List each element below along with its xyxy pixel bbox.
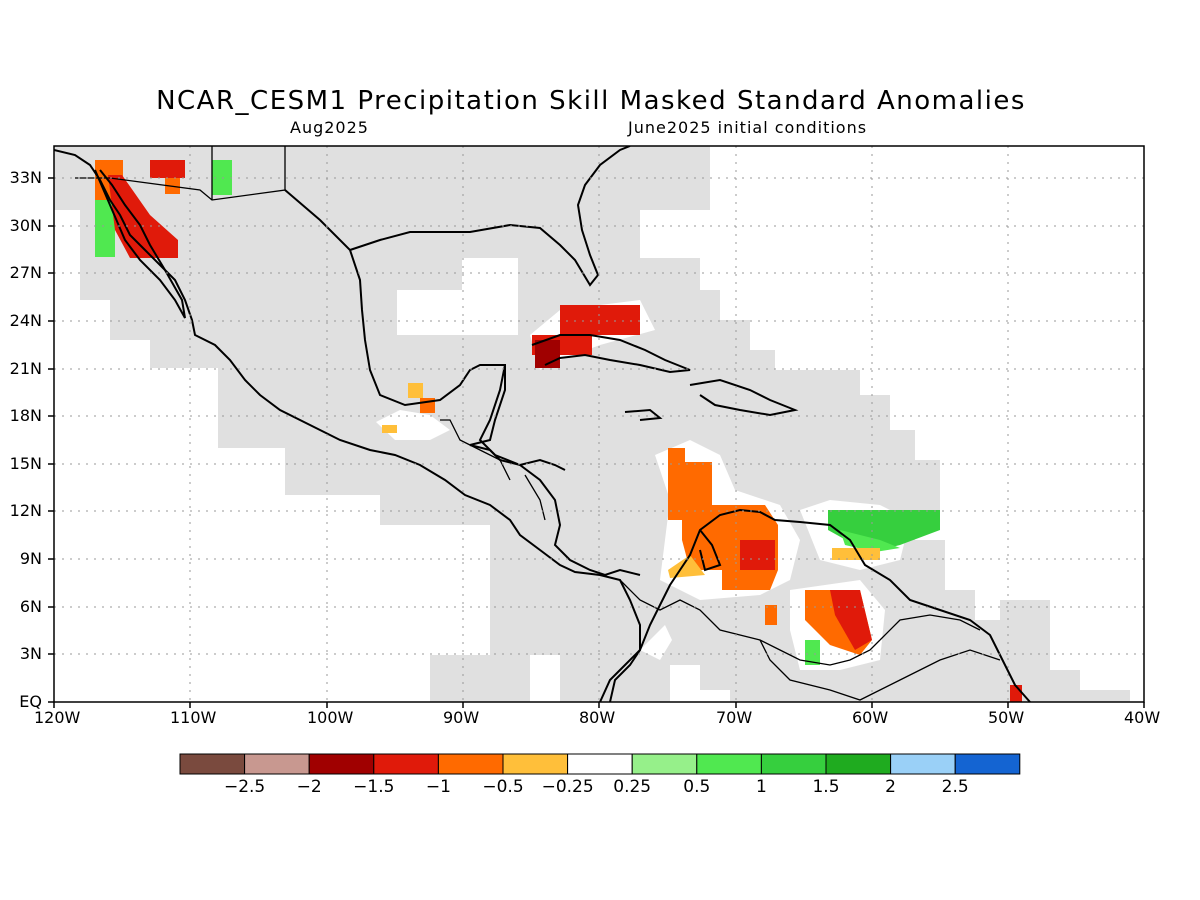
colorbar-label: −2.5 [223,777,266,797]
lat-label: 21N [9,359,42,378]
country-borders [75,146,1001,701]
lat-label: 15N [9,454,42,473]
lat-label: 33N [9,168,42,187]
colorbar [179,753,1021,775]
anomaly-az-red [150,160,185,178]
map-title: NCAR_CESM1 Precipitation Skill Masked St… [156,86,1026,116]
initial-conditions: June2025 initial conditions [628,118,868,137]
anomaly-baja-green [95,195,115,257]
lon-label: 40W [1124,708,1161,727]
lat-label: 18N [9,406,42,425]
lon-label: 110W [170,708,217,727]
anomaly-yuc-amber [382,425,397,433]
colorbar-swatch [890,753,956,775]
colorbar-swatch [567,753,633,775]
colorbar-label: 1.5 [812,777,840,797]
anomaly-vz-south [765,605,777,625]
coast-southamerica [599,508,1031,702]
anomaly-trinidad-amber [832,548,880,560]
lon-label: 100W [307,708,354,727]
colorbar-label: −0.5 [482,777,524,797]
colorbar-label: 1 [755,777,767,797]
colorbar-label: 2 [885,777,896,797]
lon-label: 50W [988,708,1025,727]
colorbar-swatch [179,753,246,775]
lat-label: 30N [9,216,42,235]
anomaly-yuc-orange [408,383,423,398]
colorbar-swatch [954,753,1021,775]
colorbar-swatch [696,753,762,775]
colorbar-swatch [502,753,569,775]
border-brazil [759,639,1001,701]
gridlines [54,146,1144,702]
coastlines [54,146,1031,702]
border-guyanas [879,614,981,641]
colorbar-label: 2.5 [941,777,969,797]
lat-label: 6N [19,597,42,616]
border-central-2 [524,474,546,521]
gulf-unmasked [397,258,518,335]
colorbar-swatch [373,753,439,775]
coast-central-america [478,364,641,577]
lat-label: 24N [9,311,42,330]
anomaly-shading [95,160,1022,702]
colorbar-label: −1.5 [353,777,395,797]
colorbar-swatch [244,753,310,775]
lat-label: 3N [19,644,42,663]
border-mexico-guatemala [440,419,471,446]
coast-lake-maracaibo [699,529,722,572]
lat-label: 27N [9,263,42,282]
colorbar-swatch [437,753,504,775]
colorbar-label: −0.25 [541,777,594,797]
coast-cuba [531,334,691,374]
coast-baja [94,169,186,319]
coast-jamaica [624,408,663,421]
colorbar-label: 0.5 [683,777,711,797]
colorbar-swatch [760,753,827,775]
anomaly-venezuela-amber [668,555,705,578]
lat-label: 12N [9,501,42,520]
lat-label: EQ [19,692,42,711]
valid-month: Aug2025 [290,118,369,137]
lon-label: 60W [852,708,889,727]
colorbar-swatch [825,753,892,775]
map-ticks [48,177,1145,708]
coast-hispaniola [689,378,799,417]
colorbar-swatch [631,753,698,775]
colorbar-label: 0.25 [613,777,652,797]
border-central-1 [469,444,511,481]
anomaly-venezuela-red [740,540,775,570]
colorbar-swatch [308,753,375,775]
lon-label: 70W [716,708,753,727]
lon-label: 120W [34,708,81,727]
anomaly-baja-red [108,175,178,258]
lon-label: 80W [579,708,616,727]
colorbar-label: −1 [425,777,451,797]
anomaly-cuba-red [560,305,640,335]
colorbar-label: −2 [296,777,322,797]
anomaly-guyana-green [805,640,820,665]
lon-label: 90W [443,708,480,727]
lat-label: 9N [19,549,42,568]
coast-gulf [284,189,566,471]
map-plot-area [54,146,1144,702]
coast-pacific-mexico [54,149,641,702]
anomaly-guyana-red [830,590,872,650]
pacific-unmasked [640,625,672,660]
